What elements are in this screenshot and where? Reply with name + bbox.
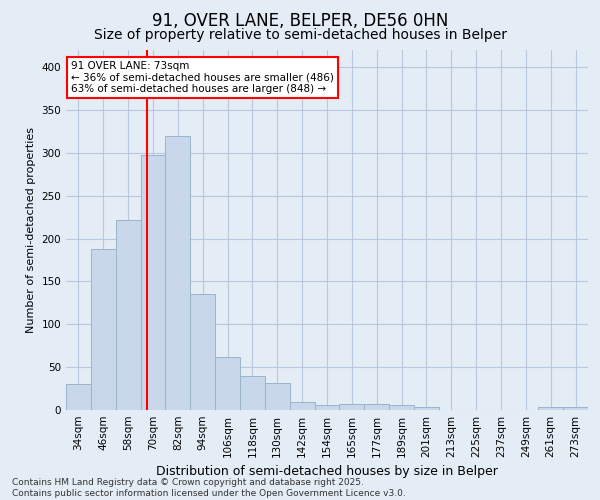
Bar: [190, 294, 215, 410]
Bar: [116, 220, 140, 410]
Bar: [563, 408, 588, 410]
Bar: [240, 376, 265, 410]
Bar: [265, 382, 290, 410]
Bar: [364, 404, 389, 410]
X-axis label: Distribution of semi-detached houses by size in Belper: Distribution of semi-detached houses by …: [156, 466, 498, 478]
Bar: [389, 405, 414, 410]
Text: Size of property relative to semi-detached houses in Belper: Size of property relative to semi-detach…: [94, 28, 506, 42]
Bar: [290, 402, 314, 410]
Bar: [414, 408, 439, 410]
Text: 91 OVER LANE: 73sqm
← 36% of semi-detached houses are smaller (486)
63% of semi-: 91 OVER LANE: 73sqm ← 36% of semi-detach…: [71, 61, 334, 94]
Y-axis label: Number of semi-detached properties: Number of semi-detached properties: [26, 127, 36, 333]
Bar: [140, 156, 166, 410]
Bar: [538, 406, 563, 410]
Text: Contains HM Land Registry data © Crown copyright and database right 2025.
Contai: Contains HM Land Registry data © Crown c…: [12, 478, 406, 498]
Bar: [215, 357, 240, 410]
Bar: [166, 136, 190, 410]
Bar: [314, 405, 340, 410]
Bar: [91, 249, 116, 410]
Bar: [66, 384, 91, 410]
Bar: [340, 404, 364, 410]
Text: 91, OVER LANE, BELPER, DE56 0HN: 91, OVER LANE, BELPER, DE56 0HN: [152, 12, 448, 30]
